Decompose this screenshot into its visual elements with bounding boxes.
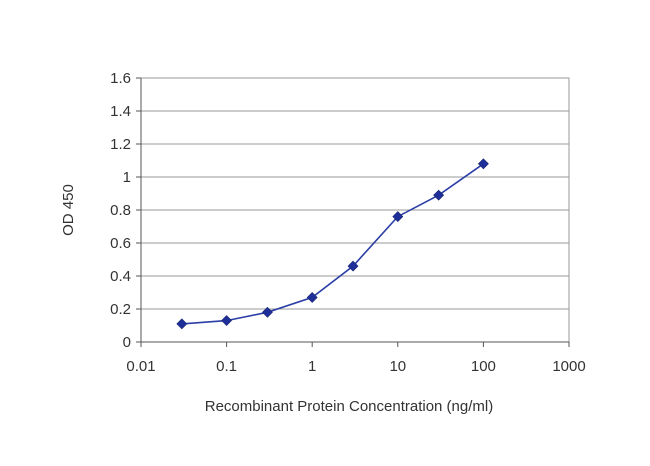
grid-lines <box>141 77 569 310</box>
data-point-marker <box>392 211 404 223</box>
y-tick-label: 1 <box>123 169 131 186</box>
x-tick-label: 10 <box>389 358 406 375</box>
y-tick-label: 1.4 <box>110 103 131 120</box>
axes <box>136 77 570 347</box>
y-tick-label: 0.2 <box>110 301 131 318</box>
x-tick-label: 1 <box>308 358 316 375</box>
data-point-marker <box>176 318 188 330</box>
y-tick-label: 1.2 <box>110 136 131 153</box>
y-tick-label: 0.8 <box>110 202 131 219</box>
data-point-marker <box>306 292 318 303</box>
x-axis-title: Recombinant Protein Concentration (ng/ml… <box>205 398 493 415</box>
y-tick-label: 0.6 <box>110 235 131 252</box>
x-tick-label: 0.01 <box>126 358 155 375</box>
data-point-marker <box>347 260 359 272</box>
y-tick-label: 0 <box>123 334 131 351</box>
y-axis-title: OD 450 <box>60 184 77 236</box>
series-line <box>181 163 484 325</box>
y-tick-label: 1.6 <box>110 70 131 87</box>
x-tick-label: 100 <box>471 358 496 375</box>
x-tick-label: 0.1 <box>216 358 237 375</box>
data-point-marker <box>262 306 273 318</box>
data-point-marker <box>477 158 489 170</box>
tick-labels: 0 0.2 0.4 0.6 0.8 1 1.2 1.4 1.6 0.01 0.1 1 10 100 1000 <box>110 70 586 375</box>
x-tick-label: 1000 <box>552 358 585 375</box>
y-tick-label: 0.4 <box>110 268 131 285</box>
data-point-marker <box>221 315 233 326</box>
data-point-marker <box>433 189 445 201</box>
data-series <box>176 158 489 330</box>
